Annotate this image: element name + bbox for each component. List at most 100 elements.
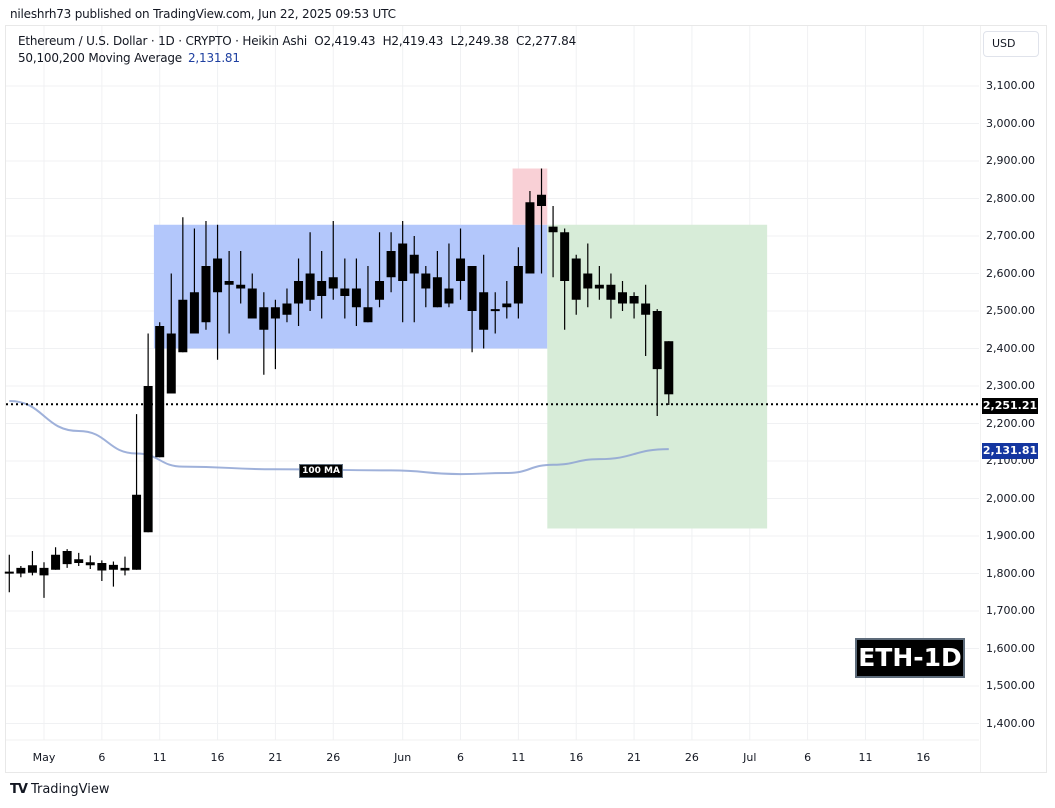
watermark-label: ETH-1D <box>855 638 965 678</box>
ma-tag-label: 100 MA <box>299 464 343 478</box>
candle-body <box>328 277 338 289</box>
moving-average-line <box>9 400 669 476</box>
candle-body <box>166 333 176 394</box>
candle-body <box>224 281 234 285</box>
ma-legend-label: 50,100,200 Moving Average <box>18 51 182 65</box>
time-tick-label: 6 <box>457 751 465 764</box>
price-tick-label: 1,500.00 <box>986 679 1035 692</box>
candle-body <box>259 307 269 330</box>
candle-body <box>629 296 639 304</box>
candle-body <box>641 303 651 315</box>
candle-body <box>537 194 547 206</box>
time-tick-label: 26 <box>326 751 341 764</box>
time-tick-label: 21 <box>268 751 283 764</box>
candle-body <box>108 564 118 570</box>
price-tick-label: 2,800.00 <box>986 191 1035 205</box>
tradingview-logo-icon: TV <box>10 782 28 797</box>
candle-body <box>27 565 37 573</box>
candle-body <box>294 281 304 304</box>
time-tick-label: 16 <box>916 751 931 764</box>
ma-price-badge: 2,131.81 <box>982 443 1038 459</box>
price-tick-label: 1,600.00 <box>986 641 1035 655</box>
footer: TV TradingView <box>10 782 109 797</box>
time-tick-label: Jun <box>394 751 412 764</box>
ohlc-values: O2,419.43 H2,419.43 L2,249.38 C2,277.84 <box>314 34 577 48</box>
candle-body <box>548 226 558 233</box>
footer-brand[interactable]: TradingView <box>30 782 110 797</box>
candle-body <box>560 232 570 281</box>
candle-body <box>97 563 107 571</box>
candle-body <box>479 292 489 330</box>
range-box <box>153 224 548 349</box>
price-tick-label: 3,100.00 <box>986 79 1035 92</box>
price-tick-label: 1,900.00 <box>986 529 1035 542</box>
price-tick-label: 3,000.00 <box>986 116 1035 130</box>
price-tick-label: 2,200.00 <box>986 416 1035 430</box>
candle-body <box>85 562 95 566</box>
candle-body <box>132 494 142 570</box>
candle-body <box>247 288 257 319</box>
time-tick-label: 11 <box>511 751 526 764</box>
candle-body <box>432 277 442 308</box>
candle-body <box>189 292 199 334</box>
price-tick-label: 2,700.00 <box>986 229 1035 242</box>
candle-body <box>513 266 523 304</box>
candle-body <box>213 258 223 293</box>
candle-body <box>398 243 408 281</box>
candle-body <box>340 288 350 296</box>
price-axis-border <box>980 26 981 772</box>
candle-body <box>39 567 49 576</box>
candle-body <box>16 567 26 574</box>
time-tick-label: 26 <box>684 751 699 764</box>
time-tick-label: May <box>32 751 56 764</box>
candle-body <box>525 202 535 274</box>
candle-body <box>456 258 466 281</box>
price-tick-label: 2,500.00 <box>986 304 1035 317</box>
candle-body <box>62 551 72 565</box>
price-tick-label: 2,400.00 <box>986 341 1035 355</box>
candle-body <box>652 311 662 370</box>
candle-body <box>490 309 500 312</box>
time-tick-label: 16 <box>569 751 584 764</box>
time-tick-label: 11 <box>152 751 167 764</box>
candle-body <box>594 284 604 289</box>
price-tick-label: 1,400.00 <box>986 716 1035 730</box>
candle-body <box>583 273 593 289</box>
time-tick-label: 11 <box>858 751 873 764</box>
candle-body <box>155 326 165 458</box>
price-tick-label: 1,700.00 <box>986 604 1035 617</box>
candle-body <box>502 303 512 308</box>
candle-body <box>120 567 130 571</box>
time-tick-label: 21 <box>627 751 642 764</box>
time-tick-label: 16 <box>210 751 225 764</box>
candle-body <box>51 554 61 570</box>
candle-body <box>363 307 373 323</box>
candle-body <box>305 273 315 300</box>
candle-body <box>571 258 581 300</box>
currency-button[interactable]: USD <box>983 31 1039 57</box>
ma-legend-value: 2,131.81 <box>187 51 240 65</box>
candle-body <box>317 281 327 296</box>
price-tick-label: 2,300.00 <box>986 379 1035 392</box>
candle-body <box>618 292 627 304</box>
time-tick-label: Jul <box>743 751 757 764</box>
price-tick-label: 2,600.00 <box>986 266 1035 280</box>
candle-body <box>375 281 385 300</box>
price-tick-label: 2,000.00 <box>986 491 1035 505</box>
candle-body <box>386 251 396 278</box>
price-tick-label: 2,900.00 <box>986 154 1035 167</box>
candle-body <box>421 273 431 289</box>
candle-body <box>351 288 361 308</box>
symbol-title: Ethereum / U.S. Dollar · 1D · CRYPTO · H… <box>18 34 308 48</box>
candle-body <box>282 303 292 315</box>
candle-body <box>664 341 674 395</box>
chart-frame <box>5 25 1047 773</box>
symbol-legend: Ethereum / U.S. Dollar · 1D · CRYPTO · H… <box>18 34 576 48</box>
candle-body <box>74 559 84 563</box>
candle-body <box>178 299 188 353</box>
candle-body <box>606 284 616 300</box>
candle-body <box>236 284 246 289</box>
last-price-badge: 2,251.21 <box>982 398 1038 414</box>
candle-body <box>143 386 153 533</box>
